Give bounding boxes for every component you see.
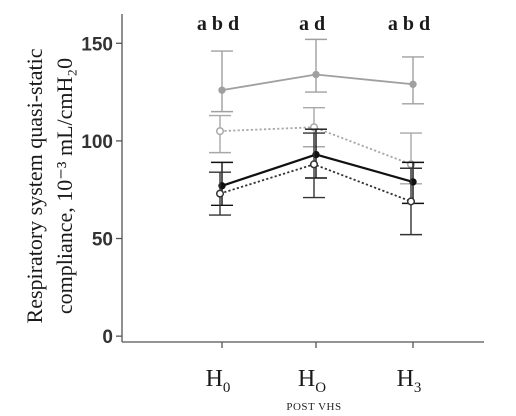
- data-point: [215, 189, 225, 198]
- y-tick-label: 100: [81, 132, 113, 153]
- x-tick-label: H3: [397, 366, 422, 396]
- axes: 0 50 100 150 H0 HO H3: [81, 14, 484, 396]
- series-4: [209, 132, 422, 236]
- x-tick-label: HO: [298, 366, 326, 396]
- y-axis-label: Respiratory system quasi-static complian…: [22, 48, 77, 323]
- x-tick-label: H0: [206, 366, 231, 396]
- significance-annotation: a b d: [197, 13, 239, 35]
- significance-annotation: a d: [299, 13, 325, 35]
- series-1: [211, 38, 424, 113]
- data-point: [409, 80, 417, 88]
- y-axis-label-line-1: Respiratory system quasi-static: [22, 48, 47, 323]
- series-line: [221, 153, 414, 187]
- data-point: [406, 197, 416, 206]
- data-point: [309, 160, 319, 169]
- series-3: [211, 128, 424, 207]
- y-tick-label: 150: [81, 34, 113, 55]
- y-axis-label-line-2: compliance, 10⁻³ mL/cmH₂0: [52, 58, 77, 314]
- data-point: [215, 127, 225, 136]
- y-tick-label: 0: [102, 327, 113, 348]
- data-point: [312, 70, 320, 79]
- y-tick-label: 50: [92, 230, 113, 251]
- data-point: [218, 86, 226, 94]
- series-layer: [209, 38, 424, 236]
- x-axis-label: POST VHS: [286, 401, 341, 413]
- significance-annotation: a b d: [388, 13, 430, 35]
